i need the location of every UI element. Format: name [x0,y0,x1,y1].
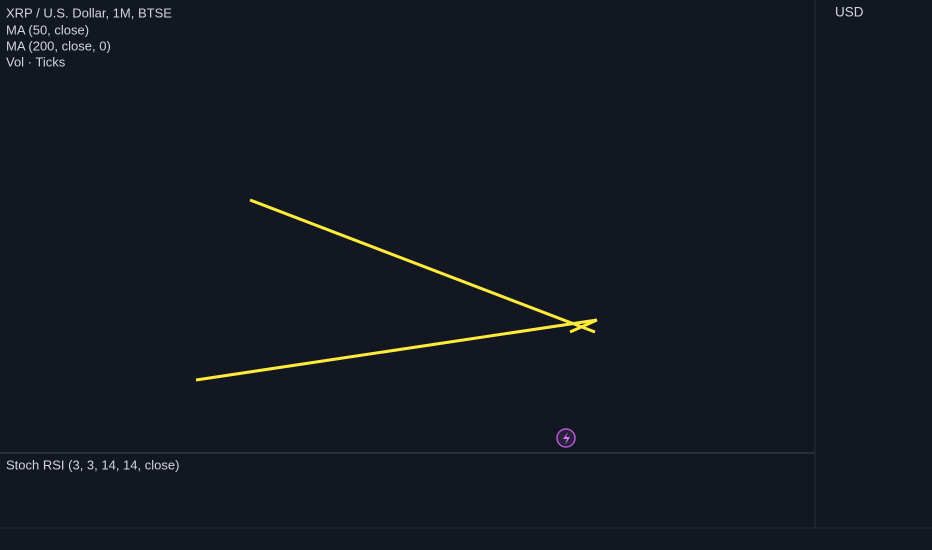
trend-line [195,318,598,382]
trend-line [249,198,596,334]
indicator-label: MA (50, close) [6,22,89,37]
axis-unit: USD [835,5,864,20]
pane-divider [0,452,815,454]
indicator-label: MA (200, close, 0) [6,38,111,53]
alert-icon [563,432,570,445]
trend-line [569,318,598,334]
indicator-label: Vol · Ticks [6,54,66,69]
stoch-title: Stoch RSI (3, 3, 14, 14, close) [6,457,179,472]
chart-title: XRP / U.S. Dollar, 1M, BTSE [6,5,172,20]
